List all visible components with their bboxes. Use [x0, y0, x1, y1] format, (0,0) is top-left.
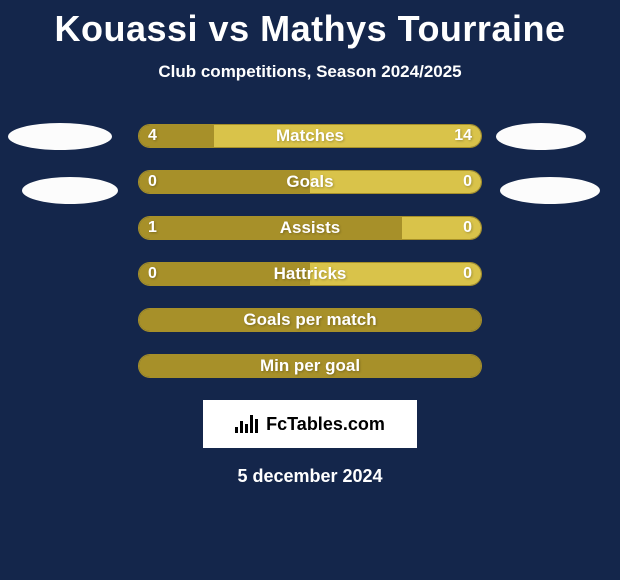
- stat-row: 00Goals: [138, 170, 482, 194]
- decorative-ellipse: [8, 123, 112, 150]
- decorative-ellipse: [496, 123, 586, 150]
- value-right: 0: [463, 262, 472, 286]
- value-right: 0: [463, 216, 472, 240]
- stat-row: Min per goal: [138, 354, 482, 378]
- bar-container: [138, 170, 482, 194]
- bar-container: [138, 354, 482, 378]
- logo-box: FcTables.com: [203, 400, 417, 448]
- comparison-card: Kouassi vs Mathys Tourraine Club competi…: [0, 0, 620, 580]
- stat-row: Goals per match: [138, 308, 482, 332]
- bar-container: [138, 308, 482, 332]
- logo-bars-icon: [235, 415, 258, 433]
- decorative-ellipse: [500, 177, 600, 204]
- value-left: 0: [148, 262, 157, 286]
- value-right: 0: [463, 170, 472, 194]
- value-left: 0: [148, 170, 157, 194]
- bar-container: [138, 124, 482, 148]
- page-title: Kouassi vs Mathys Tourraine: [0, 0, 620, 50]
- bar-left: [139, 171, 310, 193]
- bar-right: [310, 171, 481, 193]
- decorative-ellipse: [22, 177, 118, 204]
- stat-row: 10Assists: [138, 216, 482, 240]
- stat-row: 414Matches: [138, 124, 482, 148]
- bar-left: [139, 263, 310, 285]
- bar-left: [139, 355, 481, 377]
- logo-text: FcTables.com: [266, 414, 385, 435]
- bar-left: [139, 309, 481, 331]
- bar-right: [214, 125, 481, 147]
- bar-right: [310, 263, 481, 285]
- bar-left: [139, 217, 402, 239]
- value-left: 4: [148, 124, 157, 148]
- stat-rows: 414Matches00Goals10Assists00HattricksGoa…: [0, 124, 620, 378]
- value-right: 14: [454, 124, 472, 148]
- subtitle: Club competitions, Season 2024/2025: [0, 62, 620, 82]
- value-left: 1: [148, 216, 157, 240]
- bar-container: [138, 262, 482, 286]
- bar-container: [138, 216, 482, 240]
- date-text: 5 december 2024: [0, 466, 620, 487]
- stat-row: 00Hattricks: [138, 262, 482, 286]
